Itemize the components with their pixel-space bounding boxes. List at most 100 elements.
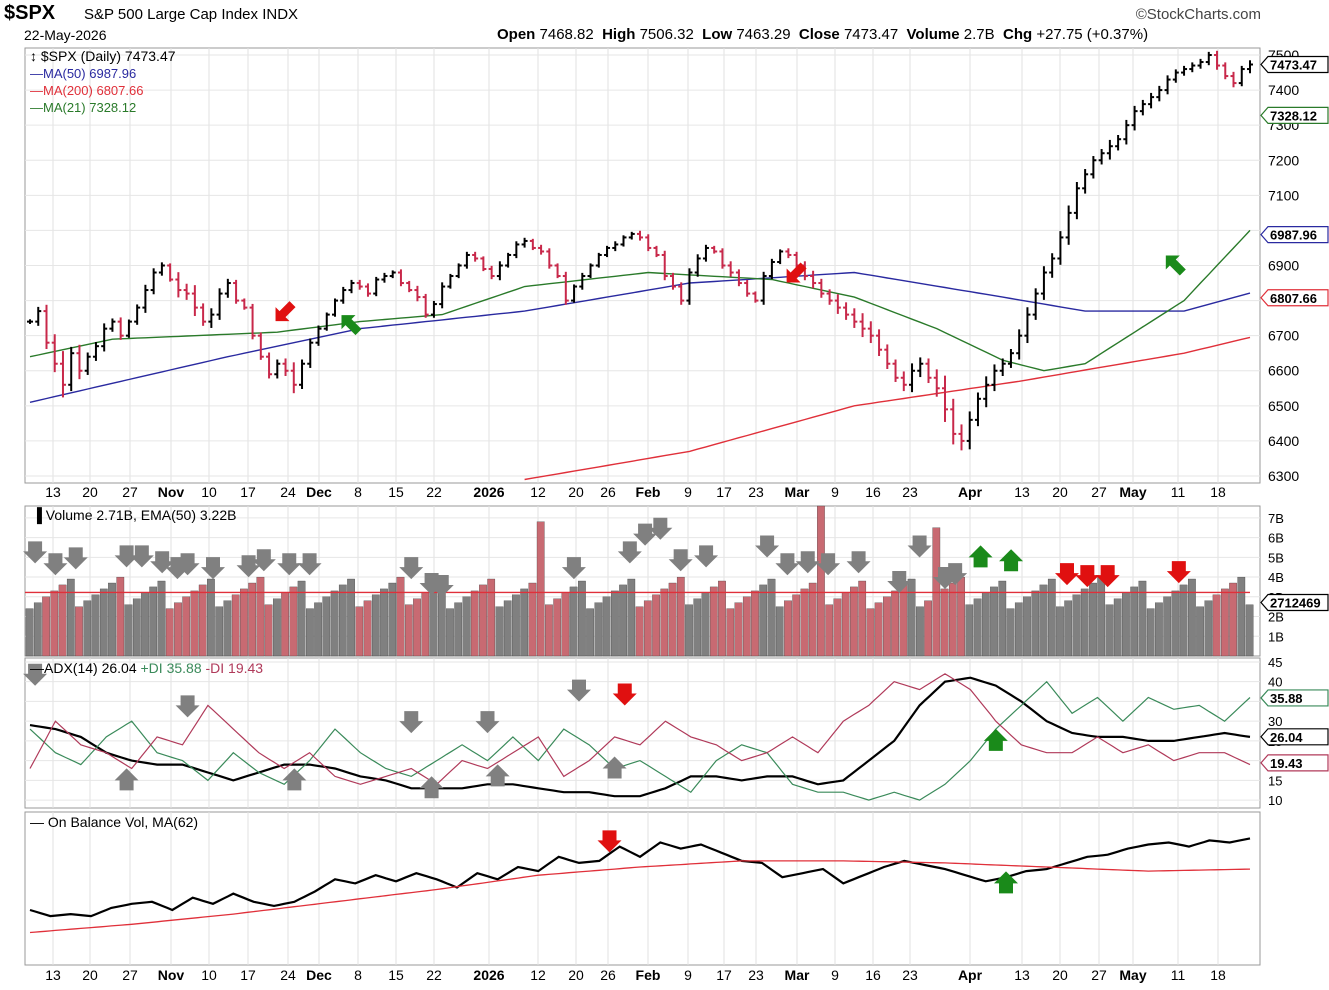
price-bar <box>1007 348 1014 368</box>
price-bar <box>158 262 165 276</box>
gray-signal-arrow <box>150 551 175 574</box>
volume-bar <box>363 600 372 657</box>
price-bar <box>1247 60 1253 74</box>
price-bar <box>1106 139 1113 160</box>
x-tick-label: 18 <box>1210 484 1226 500</box>
volume-bar <box>207 578 215 657</box>
price-bar <box>1098 149 1105 165</box>
volume-bar <box>165 608 174 657</box>
price-bar <box>348 279 355 294</box>
svg-text:26.04: 26.04 <box>1270 730 1303 745</box>
price-bar <box>1065 205 1072 245</box>
volume-bar <box>479 584 487 657</box>
x-tick-label: 26 <box>600 484 616 500</box>
volume-bar <box>1163 596 1172 657</box>
x-tick-label: 20 <box>568 967 584 983</box>
gray-signal-arrow <box>43 553 68 576</box>
y-tick-label: 7100 <box>1268 187 1299 203</box>
price-bar <box>92 341 99 361</box>
price-bar <box>1156 85 1163 102</box>
plus-di-tag: 35.88 <box>1260 689 1329 707</box>
volume-bar <box>33 602 42 657</box>
volume-bar <box>1023 596 1031 657</box>
volume-bar <box>668 582 677 657</box>
adx-tick-label: 15 <box>1268 773 1282 788</box>
price-bar <box>1123 119 1130 145</box>
price-bar <box>463 251 470 269</box>
price-bar <box>381 272 388 283</box>
volume-bar <box>957 576 965 657</box>
y-tick-label: 6600 <box>1268 363 1299 379</box>
price-bar <box>999 358 1006 377</box>
vol-tick-label: 6B <box>1268 531 1284 546</box>
price-bar <box>867 321 874 344</box>
obv-series-0 <box>29 837 1251 918</box>
obv-series-1 <box>29 860 1251 934</box>
x-tick-label: Feb <box>636 967 661 983</box>
x-tick-label: 9 <box>831 967 839 983</box>
price-bar <box>562 271 569 305</box>
price-bar <box>496 261 503 281</box>
volume-bar <box>751 590 759 657</box>
gray-signal-arrow <box>63 547 88 570</box>
x-tick-label: 15 <box>388 484 404 500</box>
price-bar <box>1049 253 1056 278</box>
volume-bar <box>1138 580 1147 657</box>
price-legend-title: ↕ $SPX (Daily) 7473.47 <box>30 48 176 64</box>
price-bar <box>678 282 685 305</box>
volume-bar <box>907 578 916 657</box>
x-tick-label: Dec <box>306 484 332 500</box>
volume-bar <box>1047 578 1056 657</box>
price-bar <box>595 252 602 268</box>
volume-bar <box>330 590 339 657</box>
volume-bar <box>396 576 405 657</box>
adx-legend: —ADX(14) 26.04 +DI 35.88 -DI 19.43 <box>30 660 263 676</box>
price-bar <box>942 375 948 422</box>
price-bar <box>373 276 380 297</box>
x-tick-label: 23 <box>902 967 918 983</box>
x-tick-label: Nov <box>158 484 185 500</box>
price-bar <box>513 241 520 259</box>
price-bar <box>777 249 784 265</box>
volume-bar <box>223 600 232 657</box>
price-bar <box>719 248 726 269</box>
volume-bar <box>833 598 842 657</box>
price-bar <box>200 303 207 326</box>
gray-signal-arrow <box>694 545 719 568</box>
volume-bar <box>198 584 207 657</box>
vol-tick-label: 1B <box>1268 629 1284 644</box>
volume-bar <box>1204 600 1213 657</box>
gray-signal-arrow <box>567 679 591 702</box>
price-bar <box>1214 50 1221 70</box>
volume-bar <box>660 588 669 657</box>
volume-bar <box>1080 588 1089 657</box>
price-bar <box>958 424 965 451</box>
volume-bar <box>1237 576 1246 657</box>
x-tick-label: Apr <box>958 967 983 983</box>
volume-bar <box>421 592 430 657</box>
price-bar <box>1040 266 1047 300</box>
volume-bar <box>973 598 982 657</box>
price-bar <box>1115 135 1122 151</box>
gray-signal-arrow <box>297 553 322 576</box>
price-bar <box>257 332 264 360</box>
ma21-tag: 7328.12 <box>1260 106 1329 124</box>
price-bar <box>900 371 907 392</box>
price-bar <box>933 369 940 397</box>
price-bar <box>538 244 545 255</box>
gray-signal-arrow <box>485 764 510 787</box>
volume-bar <box>792 594 801 657</box>
x-tick-label: 20 <box>1052 484 1068 500</box>
gray-signal-arrow <box>561 557 586 580</box>
y-tick-label: 6500 <box>1268 398 1299 414</box>
price-bar <box>1016 329 1023 360</box>
gray-signal-arrow <box>617 541 642 564</box>
price-bar <box>768 258 775 280</box>
volume-bar <box>132 598 141 657</box>
gray-signal-arrow <box>846 551 871 574</box>
brand-logo[interactable]: ©StockCharts.com <box>1135 6 1261 23</box>
volume-bar <box>726 608 735 657</box>
chart-header: $SPX S&P 500 Large Cap Index INDX 22-May… <box>0 0 1329 48</box>
volume-bar <box>586 608 594 657</box>
